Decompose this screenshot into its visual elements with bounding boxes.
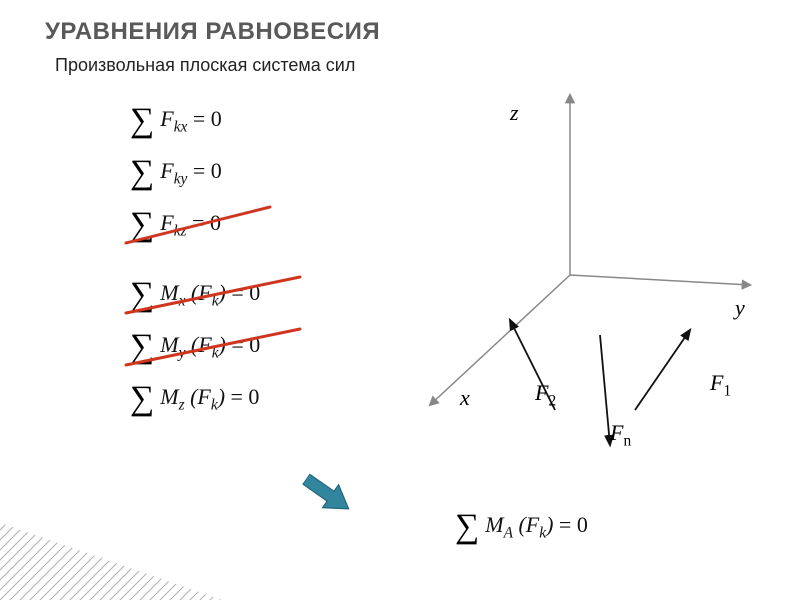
page-subtitle: Произвольная плоская система сил [55,55,355,76]
force-vector-F1 [635,330,690,410]
equation-column: ∑Fkx = 0∑Fky = 0∑Fkz = 0∑Mx (Fk) = 0∑My … [130,95,260,425]
equation-body: Fkx = 0 [160,106,222,136]
sigma-symbol: ∑ [130,382,154,416]
sigma-symbol: ∑ [455,510,479,544]
force-label-fn: Fn [610,420,631,450]
sigma-symbol: ∑ [130,104,154,138]
sigma-symbol: ∑ [130,156,154,190]
equation-row: ∑My (Fk) = 0 [130,321,260,373]
axis-label-z: z [510,100,519,126]
force-vector-Fn [600,335,610,445]
equation-row: ∑Fkz = 0 [130,199,260,251]
axes-group [430,95,750,405]
slide: УРАВНЕНИЯ РАВНОВЕСИЯ Произвольная плоска… [0,0,800,600]
sigma-symbol: ∑ [130,208,154,242]
corner-hatch [0,522,228,600]
equation-row: ∑Mx (Fk) = 0 [130,269,260,321]
force-label-f2: F2 [535,380,556,410]
page-title: УРАВНЕНИЯ РАВНОВЕСИЯ [45,18,380,46]
axis-y [570,275,750,285]
axes-and-forces [400,75,780,475]
equation-body: Mz (Fk) = 0 [160,384,259,414]
equation-body: Fkz = 0 [160,210,221,240]
equation-row: ∑Mz (Fk) = 0 [130,373,260,425]
equation-row: ∑Fky = 0 [130,147,260,199]
equation-body: Mx (Fk) = 0 [160,280,260,310]
sigma-symbol: ∑ [130,330,154,364]
reduction-arrow [300,480,360,519]
equation-body: My (Fk) = 0 [160,332,260,362]
axis-label-y: y [735,295,745,321]
sigma-symbol: ∑ [130,278,154,312]
axis-label-x: x [460,385,470,411]
equation-row: ∑Fkx = 0 [130,95,260,147]
result-equation: ∑MA (Fk) = 0 [455,510,588,544]
equation-body: MA (Fk) = 0 [485,512,588,542]
arrow-shape [298,468,357,521]
equation-body: Fky = 0 [160,158,222,188]
force-label-f1: F1 [710,370,731,400]
